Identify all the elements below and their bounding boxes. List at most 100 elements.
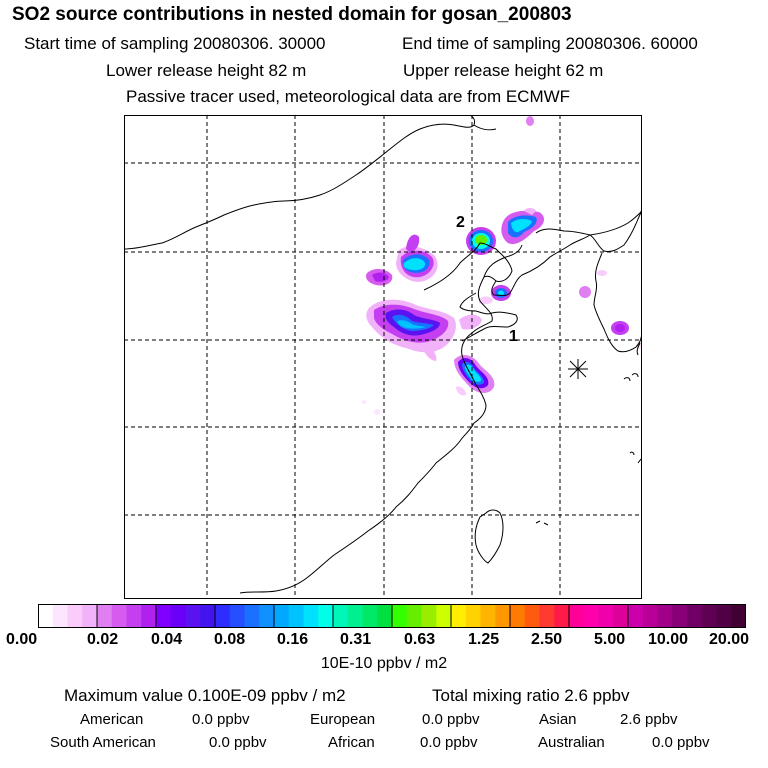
colorbar-tick: 0.04 bbox=[151, 631, 183, 648]
colorbar-cell bbox=[642, 604, 658, 628]
receptor-star-icon bbox=[568, 359, 588, 379]
region-name: European bbox=[310, 711, 376, 728]
colorbar-cell bbox=[524, 604, 540, 628]
region-value: 2.6 ppbv bbox=[620, 711, 678, 728]
map-frame bbox=[124, 115, 642, 599]
plume-northeast bbox=[501, 208, 545, 245]
colorbar-cell bbox=[215, 604, 231, 628]
japan-islands bbox=[623, 342, 641, 382]
colorbar-cell bbox=[406, 604, 422, 628]
colorbar-tick: 10.00 bbox=[648, 631, 689, 648]
region-value: 0.0 ppbv bbox=[209, 734, 267, 751]
colorbar-cell bbox=[170, 604, 186, 628]
taiwan bbox=[474, 509, 504, 564]
colorbar-cell bbox=[97, 604, 113, 628]
colorbar-cell bbox=[288, 604, 304, 628]
shandong-peninsula bbox=[459, 292, 518, 342]
colorbar-cell bbox=[569, 604, 585, 628]
plume-beijing bbox=[396, 234, 438, 282]
colorbar-dividers bbox=[96, 604, 629, 628]
colorbar-cell bbox=[657, 604, 673, 628]
colorbar bbox=[38, 604, 746, 628]
maximum-value: Maximum value 0.100E-09 ppbv / m2 bbox=[64, 686, 346, 705]
colorbar-cell bbox=[318, 604, 334, 628]
colorbar-tick: 0.02 bbox=[87, 631, 119, 648]
colorbar-cell bbox=[259, 604, 275, 628]
plume-korea bbox=[579, 270, 629, 335]
total-mixing-ratio: Total mixing ratio 2.6 ppbv bbox=[432, 686, 630, 705]
plume-bohai bbox=[491, 285, 511, 301]
colorbar-cell bbox=[465, 604, 481, 628]
region-value: 0.0 ppbv bbox=[420, 734, 478, 751]
page-title: SO2 source contributions in nested domai… bbox=[12, 4, 572, 25]
colorbar-cell bbox=[67, 604, 83, 628]
map-background bbox=[124, 115, 642, 599]
northeast-border bbox=[589, 210, 642, 236]
marker-label-2: 2 bbox=[456, 214, 465, 231]
region-name: American bbox=[80, 711, 144, 728]
colorbar-cell bbox=[436, 604, 452, 628]
colorbar-cell bbox=[156, 604, 172, 628]
colorbar-cell bbox=[451, 604, 467, 628]
marker-label-1: 1 bbox=[509, 328, 518, 345]
end-time-label: End time of sampling 20080306. 60000 bbox=[402, 34, 698, 53]
colorbar-cell bbox=[362, 604, 378, 628]
region-value: 0.0 ppbv bbox=[422, 711, 480, 728]
colorbar-cell bbox=[377, 604, 393, 628]
colorbar-cell bbox=[628, 604, 644, 628]
colorbar-tick: 5.00 bbox=[594, 631, 626, 648]
colorbar-tick: 1.25 bbox=[468, 631, 500, 648]
region-name: Australian bbox=[538, 734, 605, 751]
korea-peninsula bbox=[535, 206, 642, 353]
upper-release-height-label: Upper release height 62 m bbox=[403, 61, 604, 80]
colorbar-cell bbox=[554, 604, 570, 628]
small-islands bbox=[535, 451, 642, 526]
colorbar-tick: 2.50 bbox=[531, 631, 563, 648]
colorbar-cell bbox=[583, 604, 599, 628]
colorbar-cell bbox=[126, 604, 142, 628]
colorbar-cell bbox=[38, 604, 54, 628]
colorbar-cell bbox=[731, 604, 746, 628]
colorbar-cell bbox=[111, 604, 127, 628]
lower-release-height-label: Lower release height 82 m bbox=[106, 61, 307, 80]
plume-station-2 bbox=[466, 227, 496, 255]
colorbar-tick: 0.08 bbox=[214, 631, 246, 648]
colorbar-cell bbox=[52, 604, 68, 628]
colorbar-tick: 20.00 bbox=[709, 631, 750, 648]
colorbar-cell bbox=[701, 604, 717, 628]
colorbar-cell bbox=[185, 604, 201, 628]
start-time-label: Start time of sampling 20080306. 30000 bbox=[24, 34, 326, 53]
colorbar-cell bbox=[613, 604, 629, 628]
colorbar-cell bbox=[539, 604, 555, 628]
plume-hebei bbox=[366, 299, 456, 361]
colorbar-cell bbox=[229, 604, 245, 628]
concentration-map: 2 1 bbox=[124, 115, 642, 599]
colorbar-cell bbox=[274, 604, 290, 628]
colorbar-cell bbox=[200, 604, 216, 628]
colorbar-cell bbox=[347, 604, 363, 628]
plume-west bbox=[366, 269, 393, 286]
colorbar-cell bbox=[392, 604, 408, 628]
plume-shandong bbox=[459, 296, 493, 330]
colorbar-units: 10E-10 ppbv / m2 bbox=[320, 655, 448, 672]
region-name: South American bbox=[50, 734, 156, 751]
colorbar-tick: 0.16 bbox=[277, 631, 309, 648]
colorbar-cell bbox=[421, 604, 437, 628]
colorbar-cell bbox=[480, 604, 496, 628]
region-value: 0.0 ppbv bbox=[652, 734, 710, 751]
colorbar-cell bbox=[510, 604, 526, 628]
coastlines bbox=[124, 115, 642, 594]
colorbar-cell bbox=[333, 604, 349, 628]
northern-border bbox=[124, 115, 497, 250]
colorbar-tick: 0.63 bbox=[404, 631, 436, 648]
region-name: African bbox=[328, 734, 375, 751]
colorbar-frame bbox=[38, 604, 746, 628]
colorbar-cell bbox=[495, 604, 511, 628]
plume-layer bbox=[362, 116, 642, 415]
china-coastline bbox=[239, 242, 523, 594]
region-value: 0.0 ppbv bbox=[192, 711, 250, 728]
colorbar-cell bbox=[716, 604, 732, 628]
colorbar-cell bbox=[598, 604, 614, 628]
colorbar-cell bbox=[687, 604, 703, 628]
liaodong-peninsula bbox=[491, 234, 591, 296]
